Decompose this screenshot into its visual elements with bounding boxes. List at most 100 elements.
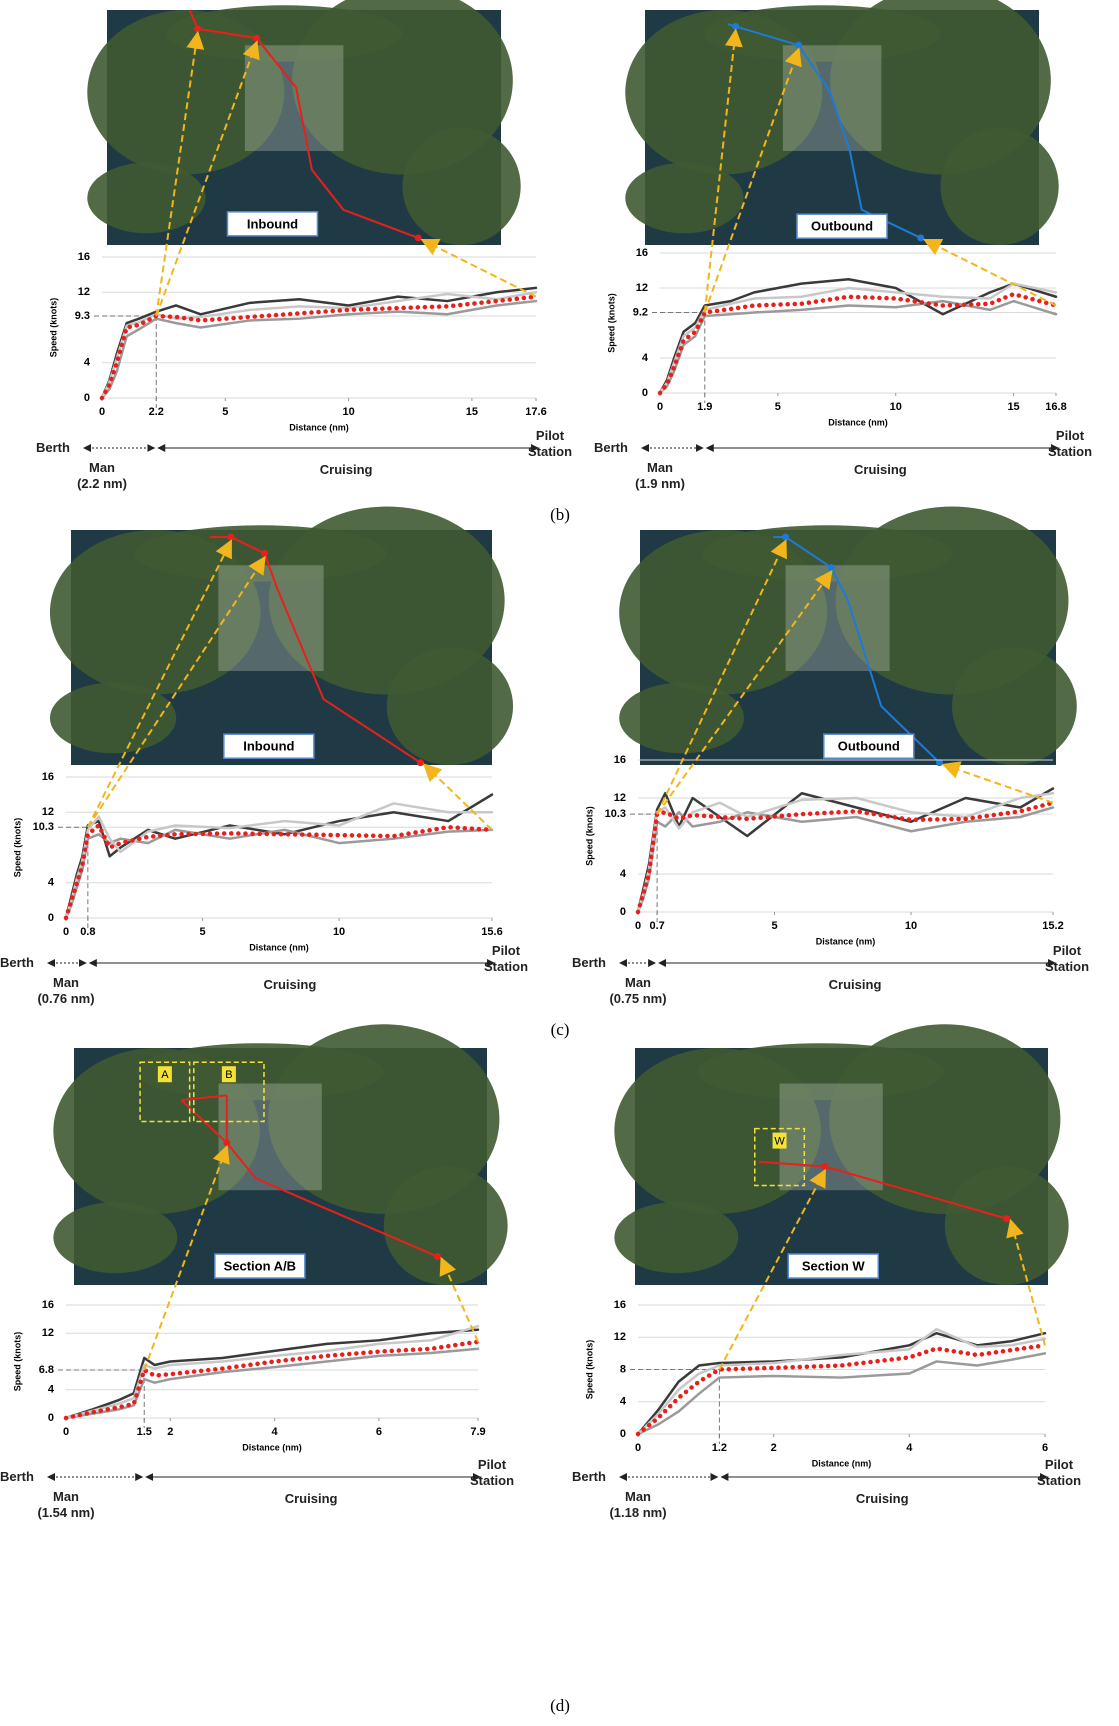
link-arrow — [656, 539, 787, 815]
map: Inbound — [87, 0, 521, 245]
panel-label: (d) — [550, 1696, 570, 1715]
x-tick-label: 6 — [376, 1426, 382, 1438]
phase-end: Pilot Station — [1036, 1457, 1082, 1488]
y-tick-label: 16 — [614, 1299, 626, 1311]
y-tick-label: 16 — [42, 1299, 54, 1311]
speed-line — [64, 793, 494, 920]
map-land — [940, 127, 1059, 245]
phase-cruising: Cruising — [828, 977, 882, 992]
phase-cruising: Cruising — [284, 1491, 338, 1506]
y-tick-label: 16 — [42, 771, 54, 783]
phase-maneuvering: Man (1.54 nm) — [37, 1489, 95, 1520]
mark-label: B — [225, 1069, 232, 1081]
y-tick-label: 12 — [614, 792, 626, 804]
phase-cruising: Cruising — [263, 977, 317, 992]
x-tick-label: 4 — [906, 1442, 913, 1454]
mean-line — [635, 1343, 1048, 1437]
route — [785, 536, 941, 764]
chart: 0 4 10.3 12 16 0 0.8 5 10 15.6 Distance (nm) Speed … — [12, 771, 502, 952]
phase-maneuvering: Man (1.18 nm) — [609, 1489, 667, 1520]
x-tick-label: 0 — [63, 1426, 69, 1438]
phase-start: Berth — [36, 440, 70, 455]
y-tick-label: 9.3 — [75, 310, 90, 322]
phase-start: Berth — [572, 955, 606, 970]
x-axis-label: Distance (nm) — [242, 1442, 302, 1452]
map-land — [619, 682, 744, 754]
link-arrow — [703, 47, 802, 313]
map-label: Section W — [802, 1258, 866, 1273]
route-point — [194, 25, 202, 33]
speed-line — [64, 1324, 480, 1420]
map-label: Outbound — [838, 739, 900, 754]
y-tick-label: 4 — [620, 868, 627, 880]
mark-tag — [772, 1132, 787, 1149]
route-point — [782, 533, 790, 541]
map: Inbound — [49, 506, 514, 767]
x-tick-label: 7.9 — [470, 1426, 485, 1438]
panel-label: (b) — [550, 505, 570, 524]
phase-maneuvering: Man (0.76 nm) — [37, 975, 95, 1006]
map-land — [402, 127, 521, 245]
route-point — [416, 759, 424, 767]
map-land — [166, 5, 403, 62]
x-tick-label: 5 — [222, 406, 228, 418]
phase-start: Berth — [0, 955, 34, 970]
route-point — [223, 1139, 231, 1147]
phase-end: Pilot Station — [1044, 943, 1090, 974]
mark-label: A — [161, 1069, 169, 1081]
link-arrow — [87, 555, 266, 828]
y-tick-label: 9.2 — [633, 306, 648, 318]
y-tick-label: 0 — [48, 912, 54, 924]
map: Outbound — [625, 0, 1059, 245]
map-land — [53, 1202, 178, 1274]
mark-label: W — [774, 1135, 785, 1147]
x-tick-label: 0 — [657, 401, 663, 413]
map-land — [135, 1043, 384, 1101]
map-label: Inbound — [243, 739, 294, 754]
x-tick-label: 6 — [1042, 1442, 1048, 1454]
x-tick-label: 0 — [635, 920, 641, 932]
y-tick-label: 12 — [42, 806, 54, 818]
x-tick-label: 10 — [342, 406, 354, 418]
route-point — [936, 759, 944, 767]
y-tick-label: 0 — [48, 1412, 54, 1424]
phase-start: Berth — [572, 1469, 606, 1484]
y-tick-label: 16 — [614, 754, 626, 766]
x-tick-label: 15.6 — [481, 926, 502, 938]
x-tick-label: 10 — [890, 401, 902, 413]
x-tick-label: 5 — [775, 401, 781, 413]
link-arrow — [155, 30, 205, 317]
link-arrow — [656, 569, 833, 815]
map-label: Outbound — [811, 219, 873, 234]
map-haze — [785, 565, 890, 671]
x-tick-label: 16.8 — [1045, 401, 1066, 413]
route-point — [227, 533, 235, 541]
y-tick-label: 12 — [42, 1327, 54, 1339]
link-arrow — [941, 761, 1054, 804]
x-tick-label: 0.8 — [80, 926, 95, 938]
speed-line — [64, 1347, 480, 1420]
speed-line — [636, 806, 1055, 914]
map-label-box — [223, 733, 315, 759]
route-point — [795, 41, 803, 49]
map-haze — [779, 1083, 883, 1191]
x-tick-label: 1.9 — [697, 401, 712, 413]
map-land — [702, 525, 952, 582]
y-tick-label: 0 — [84, 392, 90, 404]
y-tick-label: 12 — [78, 286, 90, 298]
panel-label: (c) — [550, 1020, 570, 1039]
x-tick-label: 4 — [272, 1426, 279, 1438]
mark-box — [754, 1127, 806, 1187]
y-tick-label: 0 — [620, 1428, 626, 1440]
x-tick-label: 15 — [466, 406, 478, 418]
chart: 0 4 9.3 12 16 0 2.2 5 10 15 17.6 Distance (nm) Speed… — [48, 251, 546, 432]
phase-end: Pilot Station — [527, 428, 573, 459]
chart: 0 4 6.8 12 16 0 1.5 2 4 6 7.9 Distance (nm) Speed (k… — [12, 1299, 485, 1452]
x-tick-label: 0 — [99, 406, 105, 418]
map-haze — [218, 1083, 322, 1191]
route-point — [414, 234, 422, 242]
phase-maneuvering: Man (1.9 nm) — [635, 460, 685, 491]
map-haze — [244, 45, 344, 151]
link-arrow — [422, 763, 493, 831]
